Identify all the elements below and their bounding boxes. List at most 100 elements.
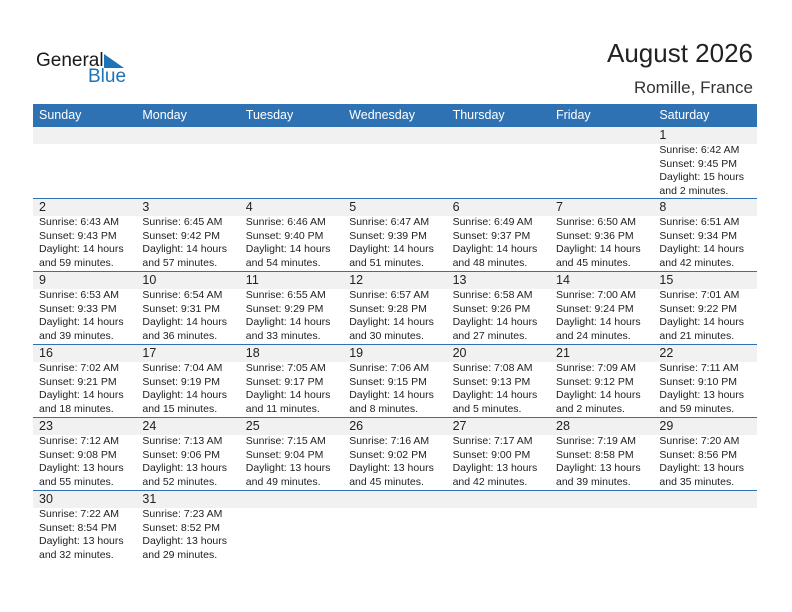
daylight-text: Daylight: 14 hours <box>556 243 641 255</box>
weekday-saturday: Saturday <box>659 108 710 122</box>
daylight-text: Daylight: 14 hours <box>245 316 331 328</box>
daylight-minutes-text: and 33 minutes. <box>245 329 321 342</box>
sunrise-text: Sunrise: 6:47 AM <box>349 216 430 228</box>
day-cell: 6 Sunrise: 6:49 AM Sunset: 9:37 PM Daylight… <box>447 199 550 271</box>
daylight-text: Daylight: 14 hours <box>349 243 434 255</box>
daylight-text: Daylight: 14 hours <box>245 243 331 255</box>
daylight-text: Daylight: 13 hours <box>39 535 124 547</box>
day-cell: 29 Sunrise: 7:20 AM Sunset: 8:56 PM Dayligh… <box>653 418 756 490</box>
daylight-text: Daylight: 13 hours <box>556 462 641 474</box>
sunrise-text: Sunrise: 7:05 AM <box>245 362 326 374</box>
sunset-text: Sunset: 9:19 PM <box>142 375 221 388</box>
daylight-minutes-text: and 49 minutes. <box>245 475 321 488</box>
daylight-minutes-text: and 42 minutes. <box>659 256 735 269</box>
daylight-minutes-text: and 39 minutes. <box>39 329 114 342</box>
daylight-minutes-text: and 5 minutes. <box>452 402 522 415</box>
sunrise-text: Sunrise: 7:09 AM <box>556 362 636 374</box>
weekday-sunday: Sunday <box>39 108 82 122</box>
sunrise-text: Sunrise: 6:54 AM <box>142 289 223 301</box>
day-cell: 26 Sunrise: 7:16 AM Sunset: 9:02 PM Dayligh… <box>343 418 446 490</box>
daylight-text: Daylight: 13 hours <box>349 462 434 474</box>
daylight-text: Daylight: 14 hours <box>452 316 538 328</box>
sunset-text: Sunset: 9:00 PM <box>452 448 531 461</box>
sunrise-text: Sunrise: 6:42 AM <box>659 144 740 156</box>
sunset-text: Sunset: 9:33 PM <box>39 302 117 315</box>
sunrise-text: Sunrise: 6:58 AM <box>452 289 533 301</box>
daylight-minutes-text: and 39 minutes. <box>556 475 631 488</box>
daylight-minutes-text: and 36 minutes. <box>142 329 218 342</box>
day-number: 9 <box>39 273 46 287</box>
sunrise-text: Sunrise: 6:53 AM <box>39 289 119 301</box>
sunrise-text: Sunrise: 7:17 AM <box>452 435 533 447</box>
daylight-minutes-text: and 18 minutes. <box>39 402 114 415</box>
sunrise-text: Sunrise: 7:20 AM <box>659 435 740 447</box>
daylight-text: Daylight: 14 hours <box>39 389 124 401</box>
day-cell: 23 Sunrise: 7:12 AM Sunset: 9:08 PM Dayligh… <box>33 418 136 490</box>
day-number-strip <box>33 491 757 508</box>
daylight-text: Daylight: 13 hours <box>245 462 331 474</box>
daylight-text: Daylight: 15 hours <box>659 171 745 183</box>
day-cell: 30 Sunrise: 7:22 AM Sunset: 8:54 PM Dayligh… <box>33 491 136 563</box>
day-cell: 27 Sunrise: 7:17 AM Sunset: 9:00 PM Dayligh… <box>447 418 550 490</box>
day-cell: 1 Sunrise: 6:42 AM Sunset: 9:45 PM Daylight… <box>653 127 756 199</box>
day-number: 22 <box>659 346 674 360</box>
sunrise-text: Sunrise: 7:19 AM <box>556 435 636 447</box>
sunrise-text: Sunrise: 7:01 AM <box>659 289 740 301</box>
week-row: 1 Sunrise: 6:42 AM Sunset: 9:45 PM Daylight… <box>33 126 757 198</box>
daylight-text: Daylight: 14 hours <box>142 389 228 401</box>
daylight-minutes-text: and 57 minutes. <box>142 256 218 269</box>
day-number: 27 <box>452 419 467 433</box>
daylight-minutes-text: and 42 minutes. <box>452 475 528 488</box>
day-number: 15 <box>659 273 674 287</box>
daylight-minutes-text: and 45 minutes. <box>349 475 424 488</box>
sunset-text: Sunset: 9:06 PM <box>142 448 221 461</box>
general-blue-logo: General Blue <box>36 50 136 90</box>
day-cell: 31 Sunrise: 7:23 AM Sunset: 8:52 PM Dayligh… <box>136 491 239 563</box>
sunset-text: Sunset: 9:24 PM <box>556 302 634 315</box>
daylight-minutes-text: and 51 minutes. <box>349 256 424 269</box>
day-cell: 21 Sunrise: 7:09 AM Sunset: 9:12 PM Dayligh… <box>550 345 653 417</box>
sunrise-text: Sunrise: 7:15 AM <box>245 435 326 447</box>
day-number: 11 <box>245 273 259 287</box>
daylight-minutes-text: and 24 minutes. <box>556 329 631 342</box>
day-number-strip <box>33 199 757 216</box>
sunrise-text: Sunrise: 6:45 AM <box>142 216 223 228</box>
day-cell: 2 Sunrise: 6:43 AM Sunset: 9:43 PM Daylight… <box>33 199 136 271</box>
sunrise-text: Sunrise: 6:57 AM <box>349 289 430 301</box>
daylight-text: Daylight: 14 hours <box>452 389 538 401</box>
daylight-text: Daylight: 13 hours <box>452 462 538 474</box>
day-cell: 20 Sunrise: 7:08 AM Sunset: 9:13 PM Dayligh… <box>447 345 550 417</box>
daylight-minutes-text: and 45 minutes. <box>556 256 631 269</box>
day-number-strip <box>33 272 757 289</box>
day-cell: 10 Sunrise: 6:54 AM Sunset: 9:31 PM Dayligh… <box>136 272 239 344</box>
week-row: 23 Sunrise: 7:12 AM Sunset: 9:08 PM Dayligh… <box>33 417 757 489</box>
sunrise-text: Sunrise: 7:11 AM <box>659 362 739 374</box>
day-cell: 13 Sunrise: 6:58 AM Sunset: 9:26 PM Dayligh… <box>447 272 550 344</box>
sunset-text: Sunset: 9:17 PM <box>245 375 324 388</box>
sunset-text: Sunset: 9:26 PM <box>452 302 531 315</box>
daylight-text: Daylight: 14 hours <box>349 316 434 328</box>
daylight-minutes-text: and 27 minutes. <box>452 329 528 342</box>
daylight-minutes-text: and 2 minutes. <box>556 402 625 415</box>
sunset-text: Sunset: 9:13 PM <box>452 375 531 388</box>
logo-text-general: General <box>36 50 104 71</box>
daylight-text: Daylight: 14 hours <box>142 316 228 328</box>
weekday-header: Sunday Monday Tuesday Wednesday Thursday… <box>33 104 757 126</box>
daylight-minutes-text: and 59 minutes. <box>39 256 114 269</box>
weekday-thursday: Thursday <box>452 108 505 122</box>
day-cell: 12 Sunrise: 6:57 AM Sunset: 9:28 PM Dayligh… <box>343 272 446 344</box>
day-number: 31 <box>142 492 157 506</box>
day-cell: 5 Sunrise: 6:47 AM Sunset: 9:39 PM Daylight… <box>343 199 446 271</box>
day-cell: 25 Sunrise: 7:15 AM Sunset: 9:04 PM Dayligh… <box>240 418 343 490</box>
day-cell: 15 Sunrise: 7:01 AM Sunset: 9:22 PM Dayligh… <box>653 272 756 344</box>
sunset-text: Sunset: 9:08 PM <box>39 448 117 461</box>
sunrise-text: Sunrise: 7:08 AM <box>452 362 533 374</box>
daylight-text: Daylight: 14 hours <box>349 389 434 401</box>
day-number: 23 <box>39 419 53 433</box>
daylight-minutes-text: and 30 minutes. <box>349 329 424 342</box>
sunset-text: Sunset: 9:40 PM <box>245 229 324 242</box>
day-number: 25 <box>245 419 260 433</box>
daylight-text: Daylight: 13 hours <box>142 462 228 474</box>
sunset-text: Sunset: 9:43 PM <box>39 229 117 242</box>
day-number: 2 <box>39 200 46 214</box>
